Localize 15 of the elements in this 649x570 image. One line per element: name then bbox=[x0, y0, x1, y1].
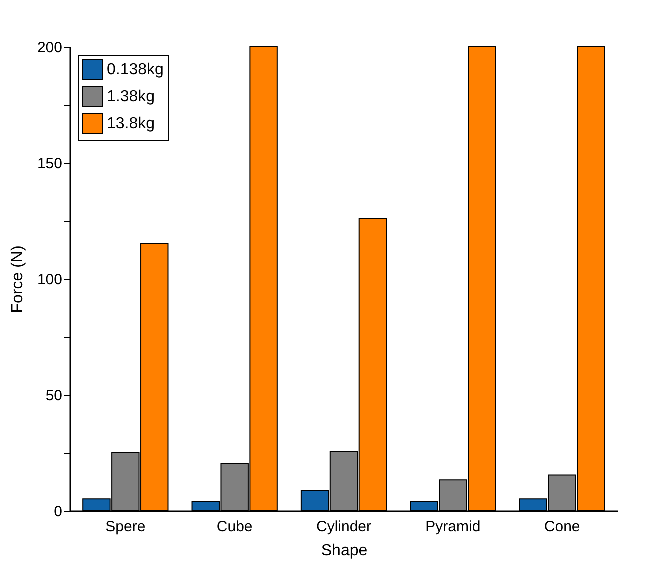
x-tick-label: Pyramid bbox=[426, 518, 481, 536]
x-tick-label: Cone bbox=[544, 518, 580, 536]
y-tick-label: 200 bbox=[37, 40, 62, 56]
legend-label: 13.8kg bbox=[107, 116, 156, 132]
y-axis-title: Force (N) bbox=[9, 246, 26, 314]
legend-label: 0.138kg bbox=[107, 62, 164, 78]
legend-label: 1.38kg bbox=[107, 88, 156, 106]
y-tick-label: 150 bbox=[37, 156, 62, 172]
y-tick-label: 0 bbox=[54, 504, 62, 520]
x-axis-title: Shape bbox=[321, 542, 368, 560]
x-tick-label: Cylinder bbox=[316, 518, 372, 536]
x-tick-label: Cube bbox=[216, 518, 253, 536]
y-tick-label: 100 bbox=[37, 272, 62, 288]
x-tick-label: Spere bbox=[106, 518, 146, 536]
y-tick-label: 50 bbox=[46, 388, 62, 404]
